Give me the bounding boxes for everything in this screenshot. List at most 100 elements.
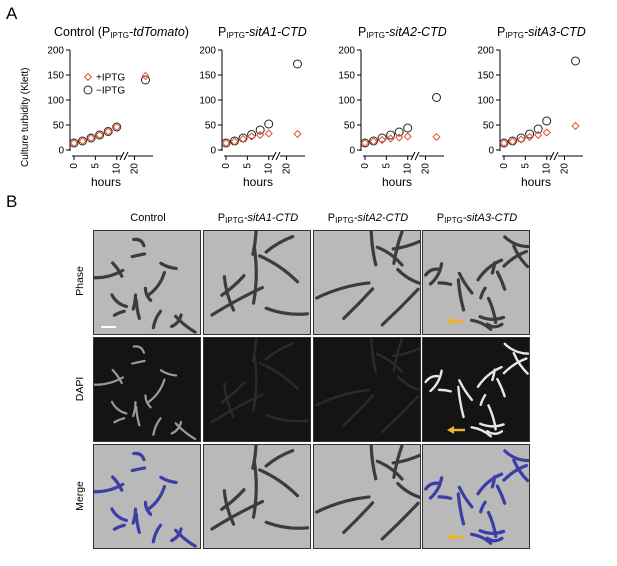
x-tick-label: 20 xyxy=(560,163,571,175)
y-tick-label: 150 xyxy=(47,71,64,82)
y-tick-label: 150 xyxy=(199,71,216,82)
cell xyxy=(376,352,404,374)
y-tick-label: 100 xyxy=(477,96,494,107)
cell xyxy=(210,499,265,531)
cell xyxy=(396,375,420,392)
cell xyxy=(457,485,474,509)
data-point-plus-iptg xyxy=(534,130,543,140)
cell xyxy=(380,287,420,327)
legend-label-minus-iptg: −IPTG xyxy=(96,86,125,97)
data-point-plus-iptg xyxy=(78,136,87,146)
data-point-plus-iptg xyxy=(542,128,551,137)
data-point-minus-iptg xyxy=(264,119,274,129)
cell xyxy=(264,306,310,316)
cell xyxy=(437,495,453,500)
cell xyxy=(476,258,504,282)
cell xyxy=(485,322,504,329)
cell xyxy=(503,449,529,463)
cell xyxy=(392,338,404,372)
data-point-plus-iptg xyxy=(141,71,150,81)
y-tick-label: 100 xyxy=(338,96,355,107)
cell xyxy=(251,459,258,519)
cell xyxy=(478,422,505,428)
cell xyxy=(428,476,444,500)
cell xyxy=(470,426,493,438)
y-tick-label: 0 xyxy=(210,146,216,157)
x-axis-label: hours xyxy=(243,175,273,189)
x-tick-label: 5 xyxy=(90,163,101,169)
cell xyxy=(251,231,258,256)
data-point-plus-iptg xyxy=(525,132,534,142)
chart-4-title: PIPTG-sitA3-CTD xyxy=(497,25,586,40)
x-axis-label: hours xyxy=(91,175,121,189)
y-tick-label: 100 xyxy=(199,96,216,107)
data-point-plus-iptg xyxy=(69,138,79,148)
cell xyxy=(424,481,440,491)
cell xyxy=(264,235,295,254)
cell xyxy=(502,357,528,375)
cell xyxy=(135,405,141,427)
data-point-minus-iptg xyxy=(403,123,413,133)
cell xyxy=(478,529,506,535)
y-tick-label: 0 xyxy=(488,146,494,157)
cell xyxy=(159,475,178,485)
data-point-minus-iptg xyxy=(571,56,580,66)
cell xyxy=(174,422,197,441)
data-point-minus-iptg xyxy=(533,124,543,134)
x-tick-label: 10 xyxy=(112,163,123,175)
data-point-plus-iptg xyxy=(571,121,580,131)
cell xyxy=(110,293,129,309)
x-tick-label: 5 xyxy=(242,163,253,169)
data-point-plus-iptg xyxy=(432,132,441,142)
cell xyxy=(251,245,258,305)
data-point-minus-iptg xyxy=(377,133,387,143)
cell xyxy=(132,345,146,354)
cell xyxy=(342,287,375,320)
column-header-sita3: PIPTG-sitA3-CTD xyxy=(436,212,518,225)
arrow-indicator-icon xyxy=(447,317,465,325)
data-point-plus-iptg xyxy=(230,137,239,146)
data-point-plus-iptg xyxy=(499,138,509,148)
data-point-plus-iptg xyxy=(403,132,412,141)
row-label-phase: Phase xyxy=(74,266,86,296)
axis-break xyxy=(271,151,277,161)
cell xyxy=(429,369,443,393)
y-tick-label: 50 xyxy=(344,121,356,132)
micrograph-phase-control xyxy=(93,230,201,335)
axis-break xyxy=(414,151,420,161)
cell xyxy=(146,270,166,297)
panel-b-letter: B xyxy=(6,192,18,211)
cell xyxy=(222,489,236,526)
micrograph-dapi-sita3 xyxy=(422,337,530,442)
micrograph-merge-control xyxy=(93,444,201,549)
micrograph-phase-sita3 xyxy=(422,230,530,335)
y-tick-label: 100 xyxy=(47,96,64,107)
x-tick-label: 0 xyxy=(360,163,371,169)
cell xyxy=(512,458,529,483)
cell xyxy=(146,484,166,511)
cell xyxy=(476,472,504,496)
data-point-plus-iptg xyxy=(386,134,395,143)
cell xyxy=(476,365,503,388)
axis-break xyxy=(275,151,281,161)
cell xyxy=(111,261,124,278)
cell xyxy=(396,481,420,499)
x-tick-label: 0 xyxy=(499,163,510,169)
cell xyxy=(210,285,265,317)
x-tick-label: 10 xyxy=(403,163,414,175)
cell xyxy=(369,445,378,481)
cell xyxy=(223,382,235,419)
cell xyxy=(479,286,487,300)
data-point-plus-iptg xyxy=(86,133,96,143)
cell xyxy=(315,495,371,514)
y-tick-label: 200 xyxy=(477,46,494,57)
y-tick-label: 150 xyxy=(338,71,355,82)
data-point-plus-iptg xyxy=(395,133,404,142)
cell xyxy=(220,274,246,297)
cell xyxy=(258,361,299,391)
cell xyxy=(424,267,440,277)
y-tick-label: 200 xyxy=(338,46,355,57)
cell xyxy=(264,342,294,361)
cell xyxy=(486,429,504,435)
cell xyxy=(315,281,371,300)
